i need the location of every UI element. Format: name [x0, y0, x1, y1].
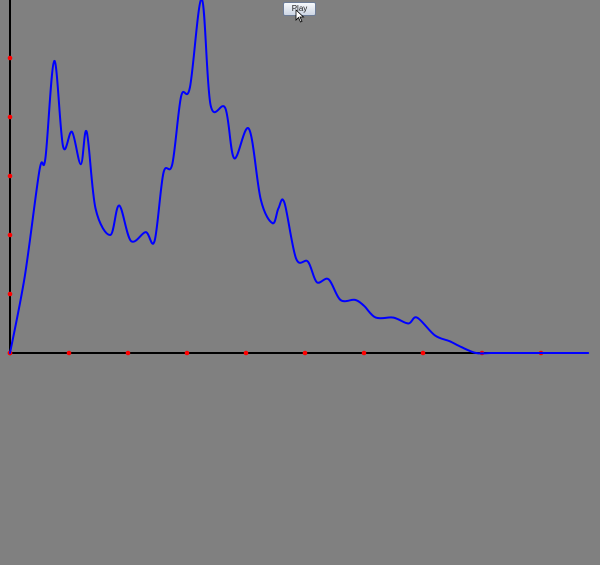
y-tick-mark	[7, 114, 13, 120]
y-tick-mark	[7, 232, 13, 238]
x-tick-mark	[125, 350, 131, 356]
x-tick-mark	[184, 350, 190, 356]
axis-ticks	[7, 55, 544, 356]
y-tick-mark	[7, 55, 13, 61]
x-tick-mark	[420, 350, 426, 356]
play-button[interactable]: Play	[283, 2, 316, 16]
y-tick-mark	[7, 173, 13, 179]
x-tick-mark	[361, 350, 367, 356]
y-tick-mark	[7, 291, 13, 297]
x-tick-mark	[243, 350, 249, 356]
x-tick-mark	[66, 350, 72, 356]
axes	[9, 0, 541, 354]
series-line	[9, 0, 590, 355]
series-group	[9, 0, 590, 355]
x-tick-mark	[302, 350, 308, 356]
